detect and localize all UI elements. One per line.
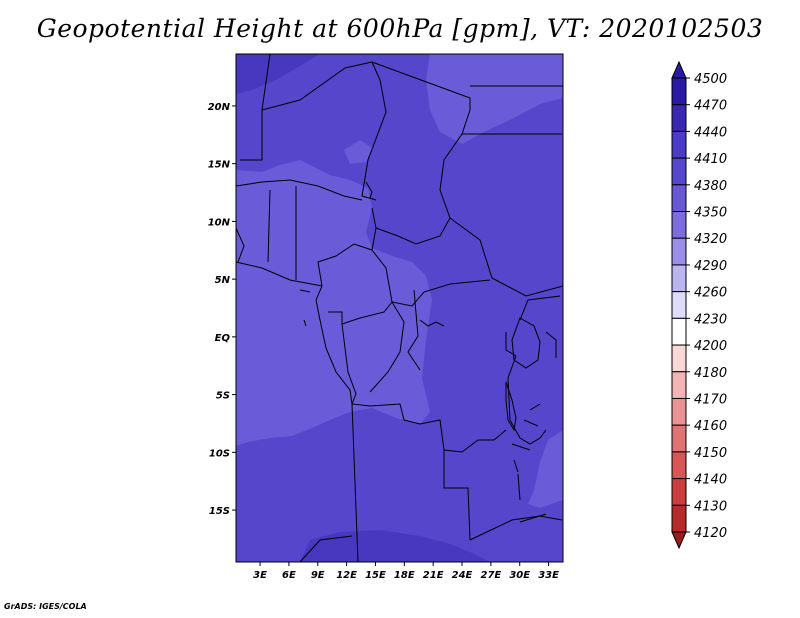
lon-tick-label: 3E xyxy=(253,570,267,581)
colorbar: 4500 4470 4440 4410 4380 4350 4320 4290 4260 4230… xyxy=(671,60,727,550)
colorbar-swatch xyxy=(671,157,687,186)
map-plot-area xyxy=(236,54,563,562)
colorbar-top-triangle xyxy=(671,60,687,79)
colorbar-label: 4380 xyxy=(694,179,727,194)
colorbar-swatch xyxy=(671,130,687,159)
colorbar-swatch xyxy=(671,317,687,346)
colorbar-label: 4350 xyxy=(694,206,727,221)
lat-tick-label: 10S xyxy=(209,448,230,459)
colorbar-label: 4140 xyxy=(694,473,727,488)
colorbar-swatch xyxy=(671,424,687,453)
colorbar-bottom-triangle xyxy=(671,531,687,550)
colorbar-label: 4130 xyxy=(694,499,727,514)
lat-tick-label: 10N xyxy=(208,217,231,228)
lon-tick-label: 9E xyxy=(311,570,325,581)
colorbar-label: 4150 xyxy=(694,446,727,461)
colorbar-label: 4180 xyxy=(694,366,727,381)
fill-band-4440-nw xyxy=(236,54,320,94)
lat-tick-label: 5N xyxy=(215,275,231,286)
lat-tick-label: 20N xyxy=(208,102,231,113)
longitude-axis: 3E 6E 9E 12E 15E 18E 21E 24E 27E 30E 33E xyxy=(253,562,559,581)
colorbar-swatch xyxy=(671,371,687,399)
colorbar-label: 4260 xyxy=(694,286,727,301)
fill-band-4380-west xyxy=(236,160,432,446)
colorbar-label: 4200 xyxy=(694,339,727,354)
lat-tick-label: 15N xyxy=(208,160,231,171)
fill-band-4380-east xyxy=(528,430,563,508)
fill-band-4380-patch xyxy=(344,140,372,164)
colorbar-label: 4290 xyxy=(694,259,727,274)
colorbar-swatch xyxy=(671,397,687,426)
lon-tick-label: 18E xyxy=(394,570,415,581)
lat-tick-label: 15S xyxy=(209,506,230,517)
country-borders xyxy=(236,54,563,562)
colorbar-label: 4410 xyxy=(694,152,727,167)
lon-tick-label: 30E xyxy=(509,570,530,581)
lat-tick-label: 5S xyxy=(216,391,230,402)
colorbar-label: 4320 xyxy=(694,232,727,247)
lat-tick-label: EQ xyxy=(215,333,231,344)
grads-credit: GrADS: IGES/COLA xyxy=(4,602,87,611)
colorbar-swatch xyxy=(671,264,687,293)
colorbar-swatch xyxy=(671,291,687,319)
colorbar-label: 4500 xyxy=(694,72,727,87)
colorbar-swatch xyxy=(671,344,687,373)
lon-tick-label: 33E xyxy=(538,570,559,581)
colorbar-label: 4440 xyxy=(694,125,727,140)
colorbar-label: 4230 xyxy=(694,312,727,327)
colorbar-swatch xyxy=(671,478,687,506)
colorbar-label: 4160 xyxy=(694,419,727,434)
lon-tick-label: 27E xyxy=(480,570,501,581)
map-title: Geopotential Height at 600hPa [gpm], VT:… xyxy=(36,14,764,43)
colorbar-label: 4170 xyxy=(694,392,727,407)
colorbar-swatch xyxy=(671,104,687,132)
colorbar-swatch xyxy=(671,504,687,533)
lon-tick-label: 24E xyxy=(452,570,473,581)
lon-tick-label: 6E xyxy=(282,570,296,581)
fill-band-4440-south xyxy=(300,530,490,562)
colorbar-swatch xyxy=(671,451,687,480)
fill-band-4380-north xyxy=(426,54,563,144)
latitude-axis: 20N 15N 10N 5N EQ 5S 10S 15S xyxy=(208,102,236,517)
lon-tick-label: 15E xyxy=(365,570,386,581)
colorbar-label: 4470 xyxy=(694,99,727,114)
coastlines xyxy=(299,181,557,523)
lon-tick-label: 12E xyxy=(336,570,357,581)
colorbar-label: 4120 xyxy=(694,526,727,541)
colorbar-swatch xyxy=(671,211,687,239)
colorbar-swatch xyxy=(671,237,687,266)
colorbar-swatch xyxy=(671,77,687,106)
lon-tick-label: 21E xyxy=(423,570,444,581)
map-frame xyxy=(235,53,564,563)
colorbar-swatch xyxy=(671,184,687,213)
